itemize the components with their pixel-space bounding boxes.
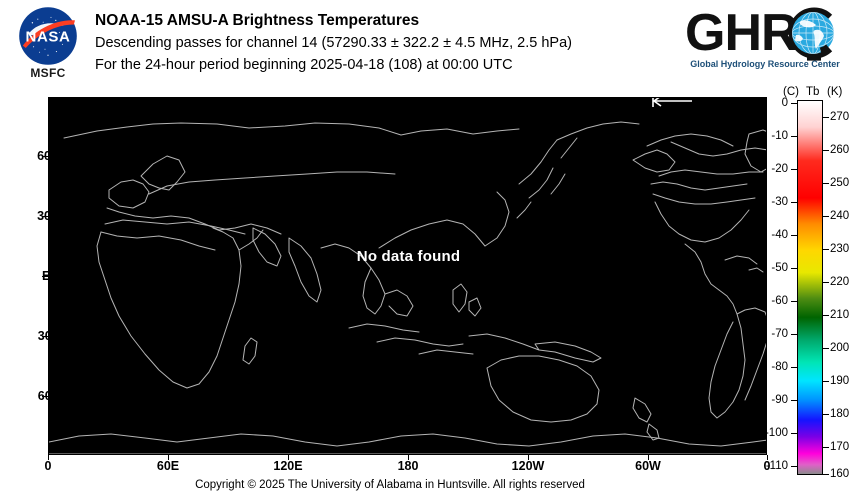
cb-tick-c-20 [791, 169, 797, 170]
nasa-meatball-icon: NASA [19, 7, 77, 65]
cb-label-c-50: -50 [771, 262, 788, 274]
cb-tick-c-90 [791, 400, 797, 401]
title-block: NOAA-15 AMSU-A Brightness Temperatures D… [95, 10, 675, 76]
lat-tick-30s [42, 336, 48, 337]
lon-tick-120w [528, 455, 529, 460]
nasa-logo: NASA MSFC [14, 6, 82, 84]
cb-tick-k-180 [823, 414, 829, 415]
cb-tick-c-50 [791, 268, 797, 269]
lat-label-30s: 30S [37, 329, 60, 343]
lon-tick-0e [48, 455, 49, 460]
period-subtitle: For the 24-hour period beginning 2025-04… [95, 57, 513, 73]
lon-label-60w: 60W [635, 459, 661, 473]
cb-label-c-80: -80 [771, 361, 788, 373]
cb-tick-c-70 [791, 334, 797, 335]
cb-tick-c-80 [791, 367, 797, 368]
svg-text:GHR: GHR [685, 5, 798, 61]
lon-tick-60w [648, 455, 649, 460]
lon-tick-0w [767, 455, 768, 460]
cb-tick-k-160 [823, 474, 829, 475]
map-panel[interactable]: No data found [48, 97, 767, 455]
cb-label-k-170: 170 [830, 441, 850, 453]
lat-label-30n: 30N [37, 209, 60, 223]
cb-label-k-260: 260 [830, 144, 850, 156]
cb-tick-k-210 [823, 315, 829, 316]
coastline-overlay [49, 121, 766, 454]
lat-label-60n: 60N [37, 149, 60, 163]
cb-label-k-230: 230 [830, 243, 850, 255]
ghrc-wordmark-icon: GHR [685, 5, 834, 61]
channel-subtitle: Descending passes for channel 14 (57290.… [95, 35, 572, 51]
cb-tick-c-110 [791, 466, 797, 467]
ghrc-tagline: Global Hydrology Resource Center [690, 59, 840, 69]
cb-label-c-60: -60 [771, 295, 788, 307]
lon-tick-120e [288, 455, 289, 460]
cb-label-c-20: -20 [771, 163, 788, 175]
lon-label-120w: 120W [511, 459, 545, 473]
lon-label-60e: 60E [156, 459, 180, 473]
svg-text:NASA: NASA [26, 28, 71, 45]
page-title: NOAA-15 AMSU-A Brightness Temperatures [95, 12, 420, 29]
cb-tick-c-10 [791, 136, 797, 137]
cb-tick-c-30 [791, 202, 797, 203]
cb-label-c-10: -10 [771, 130, 788, 142]
lat-tick-30n [42, 216, 48, 217]
lon-tick-60e [168, 455, 169, 460]
cb-label-c-110: -110 [765, 460, 788, 472]
cb-label-c-0: 0 [781, 97, 788, 109]
colorbar: (C) Tb (K) 0 -10 -20 -30 -40 -50 -60 -70… [765, 86, 854, 486]
lon-label-120e: 120E [273, 459, 303, 473]
no-data-message: No data found [356, 248, 461, 265]
cb-label-c-30: -30 [771, 196, 788, 208]
pass-direction-arrow-icon [651, 98, 692, 110]
cb-tick-c-40 [791, 235, 797, 236]
cb-label-k-160: 160 [830, 468, 850, 480]
cb-label-k-200: 200 [830, 342, 850, 354]
cb-label-k-240: 240 [830, 210, 850, 222]
copyright-notice: Copyright © 2025 The University of Alaba… [195, 479, 585, 491]
lon-label-0w: 0 [763, 459, 771, 473]
cb-tick-k-220 [823, 282, 829, 283]
cb-tick-k-250 [823, 183, 829, 184]
lat-label-eq: EQ [41, 269, 60, 283]
lon-label-180: 180 [397, 459, 419, 473]
lat-tick-60s [42, 396, 48, 397]
colorbar-variable-name: Tb [806, 86, 820, 98]
colorbar-gradient [797, 100, 823, 475]
cb-label-k-220: 220 [830, 276, 850, 288]
cb-tick-k-260 [823, 150, 829, 151]
lat-tick-60n [42, 156, 48, 157]
cb-label-c-40: -40 [771, 229, 788, 241]
cb-tick-c-100 [791, 433, 797, 434]
ghrc-logo: GHR Global Hydrology Resource Cen [683, 5, 847, 81]
cb-tick-k-200 [823, 348, 829, 349]
cb-label-k-250: 250 [830, 177, 850, 189]
lat-tick-eq [42, 276, 48, 277]
cb-tick-k-170 [823, 447, 829, 448]
cb-label-c-90: -90 [771, 394, 788, 406]
cb-tick-k-230 [823, 249, 829, 250]
lon-label-0e: 0 [44, 459, 52, 473]
cb-label-k-270: 270 [830, 111, 850, 123]
cb-tick-c-60 [791, 301, 797, 302]
cb-tick-c-0 [791, 103, 797, 104]
lon-tick-180 [408, 455, 409, 460]
nasa-center-caption: MSFC [30, 66, 66, 80]
cb-label-c-100: -100 [764, 427, 788, 439]
colorbar-unit-celsius: (C) [783, 86, 799, 98]
cb-tick-k-240 [823, 216, 829, 217]
colorbar-unit-kelvin: (K) [827, 86, 843, 98]
cb-tick-k-270 [823, 117, 829, 118]
cb-tick-k-190 [823, 381, 829, 382]
cb-label-c-70: -70 [771, 328, 788, 340]
cb-label-k-210: 210 [830, 309, 850, 321]
lat-label-60s: 60S [37, 389, 60, 403]
cb-label-k-180: 180 [830, 408, 850, 420]
cb-label-k-190: 190 [830, 375, 850, 387]
